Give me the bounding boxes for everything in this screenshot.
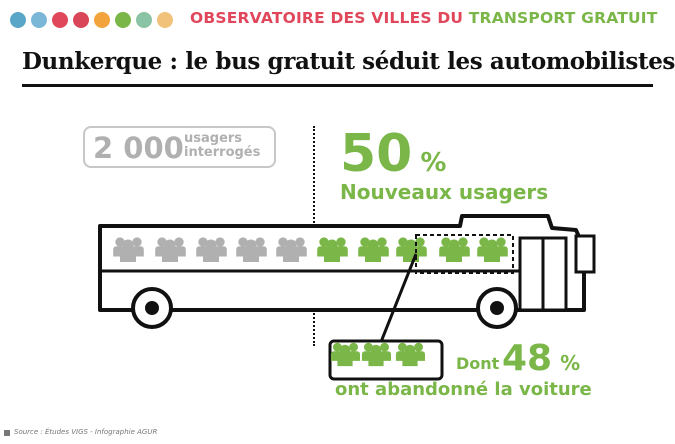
people-icon: [439, 237, 470, 262]
people-icon: [330, 342, 361, 367]
color-dot: [115, 12, 131, 28]
people-icon: [113, 237, 144, 262]
color-dot: [73, 12, 89, 28]
people-icon: [395, 342, 426, 367]
people-icon: [477, 237, 508, 262]
new-users-percent-value: 50: [340, 124, 413, 184]
people-icon: [155, 237, 186, 262]
zoom-box: [415, 234, 514, 274]
former-drivers-percent-sign: %: [560, 351, 581, 375]
respondents-label: usagers interrogés: [184, 132, 274, 160]
former-drivers-percent: 48%: [502, 338, 580, 379]
zoom-connector: [375, 253, 418, 353]
former-drivers-prefix: Dont: [456, 354, 500, 373]
respondents-label-line1: usagers: [184, 131, 243, 146]
color-dot: [136, 12, 152, 28]
header-band: OBSERVATOIRE DES VILLES DU TRANSPORT GRA…: [0, 0, 675, 38]
color-dot: [94, 12, 110, 28]
bus-headlight: [574, 234, 596, 274]
headline: Dunkerque : le bus gratuit séduit les au…: [22, 48, 675, 75]
source-mark: [4, 430, 10, 436]
respondents-number: 2 000: [93, 131, 184, 165]
observatory-title-part1: OBSERVATOIRE DES VILLES DU: [190, 9, 469, 27]
people-icon: [196, 237, 227, 262]
color-dot: [157, 12, 173, 28]
observatory-title-part2: TRANSPORT GRATUIT: [468, 9, 658, 27]
passenger-groups: [113, 237, 508, 262]
respondents-label-line2: interrogés: [184, 145, 261, 160]
color-dot: [31, 12, 47, 28]
headline-rule: [22, 84, 653, 87]
people-icon: [358, 237, 389, 262]
respondents-box: 2 000 usagers interrogés: [83, 126, 276, 168]
people-icon: [317, 237, 348, 262]
former-drivers-percent-value: 48: [502, 338, 553, 379]
color-dot: [10, 12, 26, 28]
observatory-title: OBSERVATOIRE DES VILLES DU TRANSPORT GRA…: [190, 9, 658, 27]
former-drivers-label: ont abandonné la voiture: [335, 379, 592, 400]
new-users-percent: 50%: [340, 126, 446, 182]
bus-wheel-front-hub: [490, 301, 504, 315]
source-credit: Source : Études VIGS - Infographie AGUR: [14, 428, 158, 436]
people-icon: [236, 237, 267, 262]
people-icon: [361, 342, 392, 367]
new-users-percent-sign: %: [420, 148, 447, 178]
callout-people: [330, 342, 426, 367]
color-dot: [52, 12, 68, 28]
bus-wheel-rear-hub: [145, 301, 159, 315]
new-users-label: Nouveaux usagers: [340, 180, 549, 204]
people-icon: [276, 237, 307, 262]
